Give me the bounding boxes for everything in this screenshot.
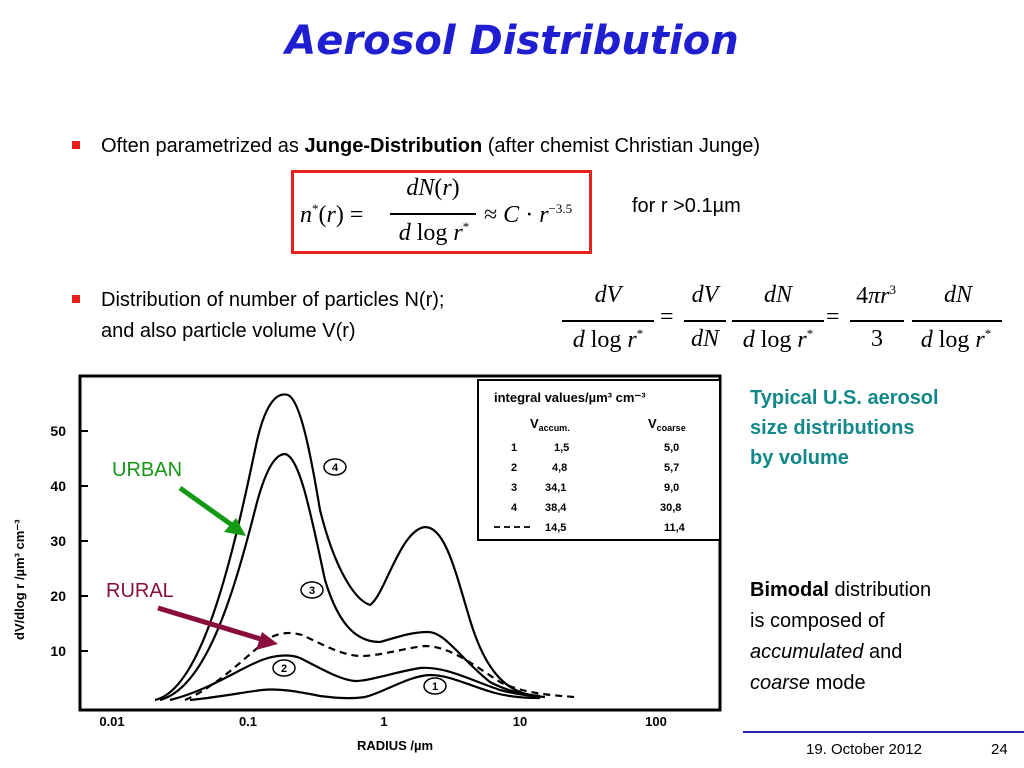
- rural-arrow-head: [256, 632, 278, 650]
- rural-label: RURAL: [106, 580, 174, 602]
- table-row-accum: 38,4: [545, 502, 567, 514]
- formula-numerator: dN(r): [406, 175, 460, 201]
- vf-eq2: =: [826, 304, 840, 330]
- typical-distribution-note: Typical U.S. aerosol size distributions …: [750, 383, 939, 473]
- y-axis-label: dV/dlog r /µm³ cm⁻³: [12, 519, 27, 640]
- y-tick-label: 40: [50, 478, 66, 494]
- bimodal-bold: Bimodal: [750, 579, 829, 601]
- bullet-prefix: Often parametrized as: [101, 135, 305, 157]
- table-col-accum: Vaccum.: [530, 416, 570, 433]
- bimodal-and: and: [863, 641, 903, 663]
- table-row-id: 3: [511, 482, 517, 494]
- vf-bar1: [562, 320, 654, 322]
- vf-bar5: [912, 320, 1002, 322]
- curve-label-4: 4: [332, 462, 339, 474]
- curve-label-2: 2: [281, 663, 287, 675]
- vf-bar2: [684, 320, 726, 322]
- curve-label-3: 3: [309, 585, 315, 597]
- urban-label: URBAN: [112, 459, 182, 481]
- curve-2: [169, 654, 546, 702]
- formula-fraction-bar: [390, 213, 476, 215]
- junge-formula-box: n*(r) = dN(r) d log r* ≈ C · r−3.5: [291, 170, 592, 254]
- table-row-accum: 4,8: [552, 462, 567, 474]
- volume-formula: dV d log r* = dV dN dN d log r* = 4πr3 3…: [560, 282, 1010, 362]
- vf-bar3: [732, 320, 824, 322]
- bullet-suffix: (after chemist Christian Junge): [482, 135, 761, 157]
- vf-bar4: [850, 320, 904, 322]
- x-tick-label: 1: [380, 714, 387, 729]
- x-tick-label: 0.1: [239, 714, 257, 729]
- integral-table-title: integral values/µm³ cm⁻³: [494, 390, 646, 405]
- bimodal-note: Bimodal distribution is composed of accu…: [750, 575, 931, 699]
- curve-4: [154, 393, 531, 702]
- note-line: size distributions: [750, 417, 915, 439]
- vf-num5: dN: [943, 282, 972, 308]
- y-tick-label: 10: [50, 643, 66, 659]
- x-axis-label: RADIUS /µm: [357, 738, 433, 753]
- bimodal-mode: mode: [810, 672, 866, 694]
- bimodal-rest: distribution: [828, 579, 932, 601]
- x-tick-label: 100: [645, 714, 667, 729]
- vf-den2: dN: [690, 326, 719, 352]
- bullet-text-line1: Distribution of number of particles N(r)…: [101, 289, 445, 311]
- footer-divider: [743, 731, 1024, 733]
- rural-arrow: [157, 605, 265, 643]
- vf-num4: 4πr3: [856, 282, 896, 309]
- y-tick-marks: [80, 430, 88, 652]
- x-tick-label: 0.01: [99, 714, 124, 729]
- table-row-id: 2: [511, 462, 517, 474]
- note-line: Typical U.S. aerosol: [750, 387, 939, 409]
- formula-lhs: n*(r) =: [300, 201, 364, 228]
- vf-eq1: =: [660, 304, 674, 330]
- vf-num3: dN: [763, 282, 792, 308]
- bullet-marker: [72, 295, 80, 303]
- table-row-coarse: 11,4: [664, 522, 686, 534]
- table-row-accum: 1,5: [554, 442, 569, 454]
- table-row-accum: 34,1: [545, 482, 566, 494]
- bullet-marker: [72, 141, 80, 149]
- table-row-coarse: 5,0: [664, 442, 679, 454]
- y-tick-label: 30: [50, 533, 66, 549]
- formula-rhs: ≈ C · r−3.5: [484, 201, 573, 228]
- table-row-coarse: 9,0: [664, 482, 679, 494]
- table-row-id: 1: [511, 442, 517, 454]
- page-number: 24: [991, 741, 1008, 758]
- curve-label-circle: [300, 581, 324, 599]
- bimodal-line2: is composed of: [750, 610, 885, 632]
- y-tick-label: 50: [50, 423, 66, 439]
- formula-denominator: d log r*: [398, 219, 470, 246]
- curve-label-1: 1: [432, 681, 438, 693]
- formula-condition: for r >0.1µm: [632, 195, 741, 217]
- curve-label-circle: [272, 659, 296, 677]
- table-row-accum: 14,5: [545, 522, 566, 534]
- bimodal-coarse: coarse: [750, 672, 811, 694]
- curve-label-circle: [323, 458, 347, 476]
- vf-num1: dV: [594, 282, 622, 308]
- vf-num2: dV: [691, 282, 719, 308]
- note-line: by volume: [750, 447, 849, 469]
- bullet-text-junge: Often parametrized as Junge-Distribution…: [101, 131, 760, 162]
- bimodal-accumulated: accumulated: [750, 641, 864, 663]
- slide-title: Aerosol Distribution: [285, 18, 739, 64]
- size-distribution-figure: 50 40 30 20 10 dV/dlog r /µm³ cm⁻³ 0.01 …: [12, 374, 722, 753]
- bullet-bold-term: Junge-Distribution: [304, 135, 483, 157]
- vf-den3: d log r*: [742, 326, 814, 353]
- vf-den1: d log r*: [572, 326, 644, 353]
- vf-den4: 3: [871, 326, 883, 352]
- bullet-text-line2: and also particle volume V(r): [101, 320, 356, 342]
- table-row-coarse: 5,7: [664, 462, 679, 474]
- vf-den5: d log r*: [920, 326, 992, 353]
- curve-1: [189, 673, 541, 702]
- integral-table-frame: [477, 379, 721, 541]
- urban-arrow: [178, 485, 238, 531]
- table-row-id: 4: [511, 502, 518, 514]
- y-tick-label: 20: [50, 588, 66, 604]
- table-col-coarse: Vcoarse: [648, 416, 686, 433]
- curve-label-circle: [423, 677, 447, 695]
- footer-date: 19. October 2012: [806, 741, 922, 758]
- x-tick-label: 10: [513, 714, 527, 729]
- plot-frame: [78, 374, 722, 712]
- urban-arrow-head: [224, 518, 246, 536]
- table-row-coarse: 30,8: [660, 502, 681, 514]
